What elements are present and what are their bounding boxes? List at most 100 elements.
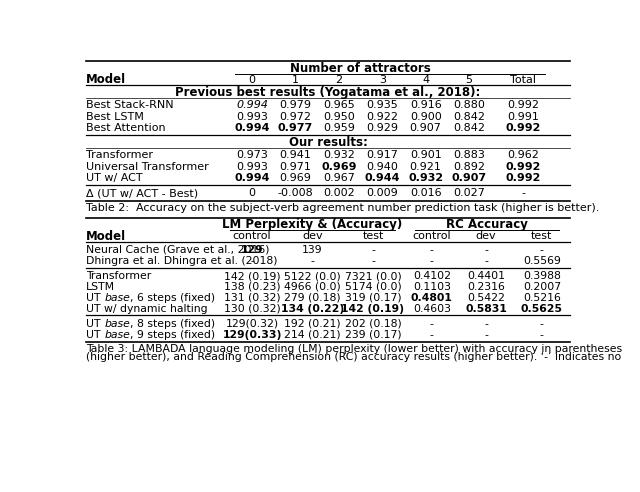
Text: Transformer: Transformer [86,271,152,281]
Text: 2: 2 [335,75,342,85]
Text: -: - [540,330,544,339]
Text: Table 2:  Accuracy on the subject-verb agreement number prediction task (higher : Table 2: Accuracy on the subject-verb ag… [86,203,600,213]
Text: 0.969: 0.969 [321,162,356,172]
Text: UT: UT [86,319,104,329]
Text: 0.842: 0.842 [453,123,485,133]
Text: control: control [413,231,451,241]
Text: 0.992: 0.992 [506,123,541,133]
Text: 0.992: 0.992 [506,173,541,184]
Text: 0.3988: 0.3988 [523,271,561,281]
Text: 4: 4 [422,75,429,85]
Text: 0.992: 0.992 [508,100,540,110]
Text: 134 (0.22): 134 (0.22) [281,304,344,313]
Text: 0: 0 [248,188,255,198]
Text: 0.921: 0.921 [410,162,442,172]
Text: 0.027: 0.027 [453,188,485,198]
Text: 142 (0.19): 142 (0.19) [224,271,280,281]
Text: 0.5422: 0.5422 [467,293,505,303]
Text: 0.002: 0.002 [323,188,355,198]
Text: test: test [531,231,552,241]
Text: 0.900: 0.900 [410,112,442,122]
Text: 0.2316: 0.2316 [467,282,505,292]
Text: 319 (0.17): 319 (0.17) [344,293,401,303]
Text: Neural Cache (Grave et al., 2016): Neural Cache (Grave et al., 2016) [86,245,269,255]
Text: 0.944: 0.944 [365,173,400,184]
Text: 0.4603: 0.4603 [413,304,451,313]
Text: UT: UT [86,293,104,303]
Text: Best Attention: Best Attention [86,123,166,133]
Text: 130 (0.32): 130 (0.32) [223,304,280,313]
Text: 0.880: 0.880 [453,100,485,110]
Text: 0.922: 0.922 [366,112,398,122]
Text: 5: 5 [465,75,472,85]
Text: dev: dev [302,231,323,241]
Text: 0.967: 0.967 [323,173,355,184]
Text: test: test [362,231,383,241]
Text: -: - [430,330,434,339]
Text: -: - [484,319,488,329]
Text: 214 (0.21): 214 (0.21) [284,330,341,339]
Text: -: - [430,245,434,255]
Text: 202 (0.18): 202 (0.18) [344,319,401,329]
Text: 3: 3 [379,75,386,85]
Text: Transformer: Transformer [86,150,153,160]
Text: 0.842: 0.842 [453,112,485,122]
Text: 239 (0.17): 239 (0.17) [344,330,401,339]
Text: UT: UT [86,293,104,303]
Text: 139: 139 [302,245,323,255]
Text: -: - [522,188,525,198]
Text: 0.979: 0.979 [280,100,312,110]
Text: 0.959: 0.959 [323,123,355,133]
Text: 0.916: 0.916 [410,100,442,110]
Text: -: - [430,256,434,266]
Text: 0.932: 0.932 [408,173,444,184]
Text: UT: UT [86,330,104,339]
Text: 0.5625: 0.5625 [521,304,563,313]
Text: Our results:: Our results: [289,136,367,149]
Text: -: - [250,256,254,266]
Text: 4966 (0.0): 4966 (0.0) [284,282,341,292]
Text: LSTM: LSTM [86,282,115,292]
Text: 0.993: 0.993 [236,162,268,172]
Text: 0.907: 0.907 [410,123,442,133]
Text: 0.4801: 0.4801 [411,293,452,303]
Text: 192 (0.21): 192 (0.21) [284,319,341,329]
Text: 129: 129 [241,245,264,255]
Text: -: - [484,256,488,266]
Text: 0.5216: 0.5216 [523,293,561,303]
Text: 0.901: 0.901 [410,150,442,160]
Text: RC Accuracy: RC Accuracy [446,218,528,231]
Text: 0.962: 0.962 [508,150,540,160]
Text: 0.935: 0.935 [366,100,398,110]
Text: 0.009: 0.009 [366,188,398,198]
Text: UT w/ ACT: UT w/ ACT [86,173,143,184]
Text: Total: Total [510,75,536,85]
Text: 0.971: 0.971 [280,162,312,172]
Text: 0.977: 0.977 [278,123,313,133]
Text: 131 (0.32): 131 (0.32) [224,293,280,303]
Text: -: - [484,245,488,255]
Text: 0.883: 0.883 [453,150,485,160]
Text: 0.907: 0.907 [451,173,486,184]
Text: Model: Model [86,73,126,86]
Text: -: - [540,245,544,255]
Text: Model: Model [86,230,126,243]
Text: , 6 steps (fixed): , 6 steps (fixed) [130,293,215,303]
Text: UT: UT [86,330,104,339]
Text: LM Perplexity & (Accuracy): LM Perplexity & (Accuracy) [222,218,403,231]
Text: 0.5831: 0.5831 [465,304,507,313]
Text: 0.932: 0.932 [323,150,355,160]
Text: (higher better), and Reading Comprehension (RC) accuracy results (higher better): (higher better), and Reading Comprehensi… [86,352,621,362]
Text: 279 (0.18): 279 (0.18) [284,293,341,303]
Text: 0.950: 0.950 [323,112,355,122]
Text: 0.992: 0.992 [506,162,541,172]
Text: Best LSTM: Best LSTM [86,112,144,122]
Text: 0.973: 0.973 [236,150,268,160]
Text: 0.993: 0.993 [236,112,268,122]
Text: control: control [233,231,271,241]
Text: -: - [484,330,488,339]
Text: base: base [104,293,130,303]
Text: 129(0.33): 129(0.33) [222,330,282,339]
Text: 0.965: 0.965 [323,100,355,110]
Text: 129(0.32): 129(0.32) [225,319,278,329]
